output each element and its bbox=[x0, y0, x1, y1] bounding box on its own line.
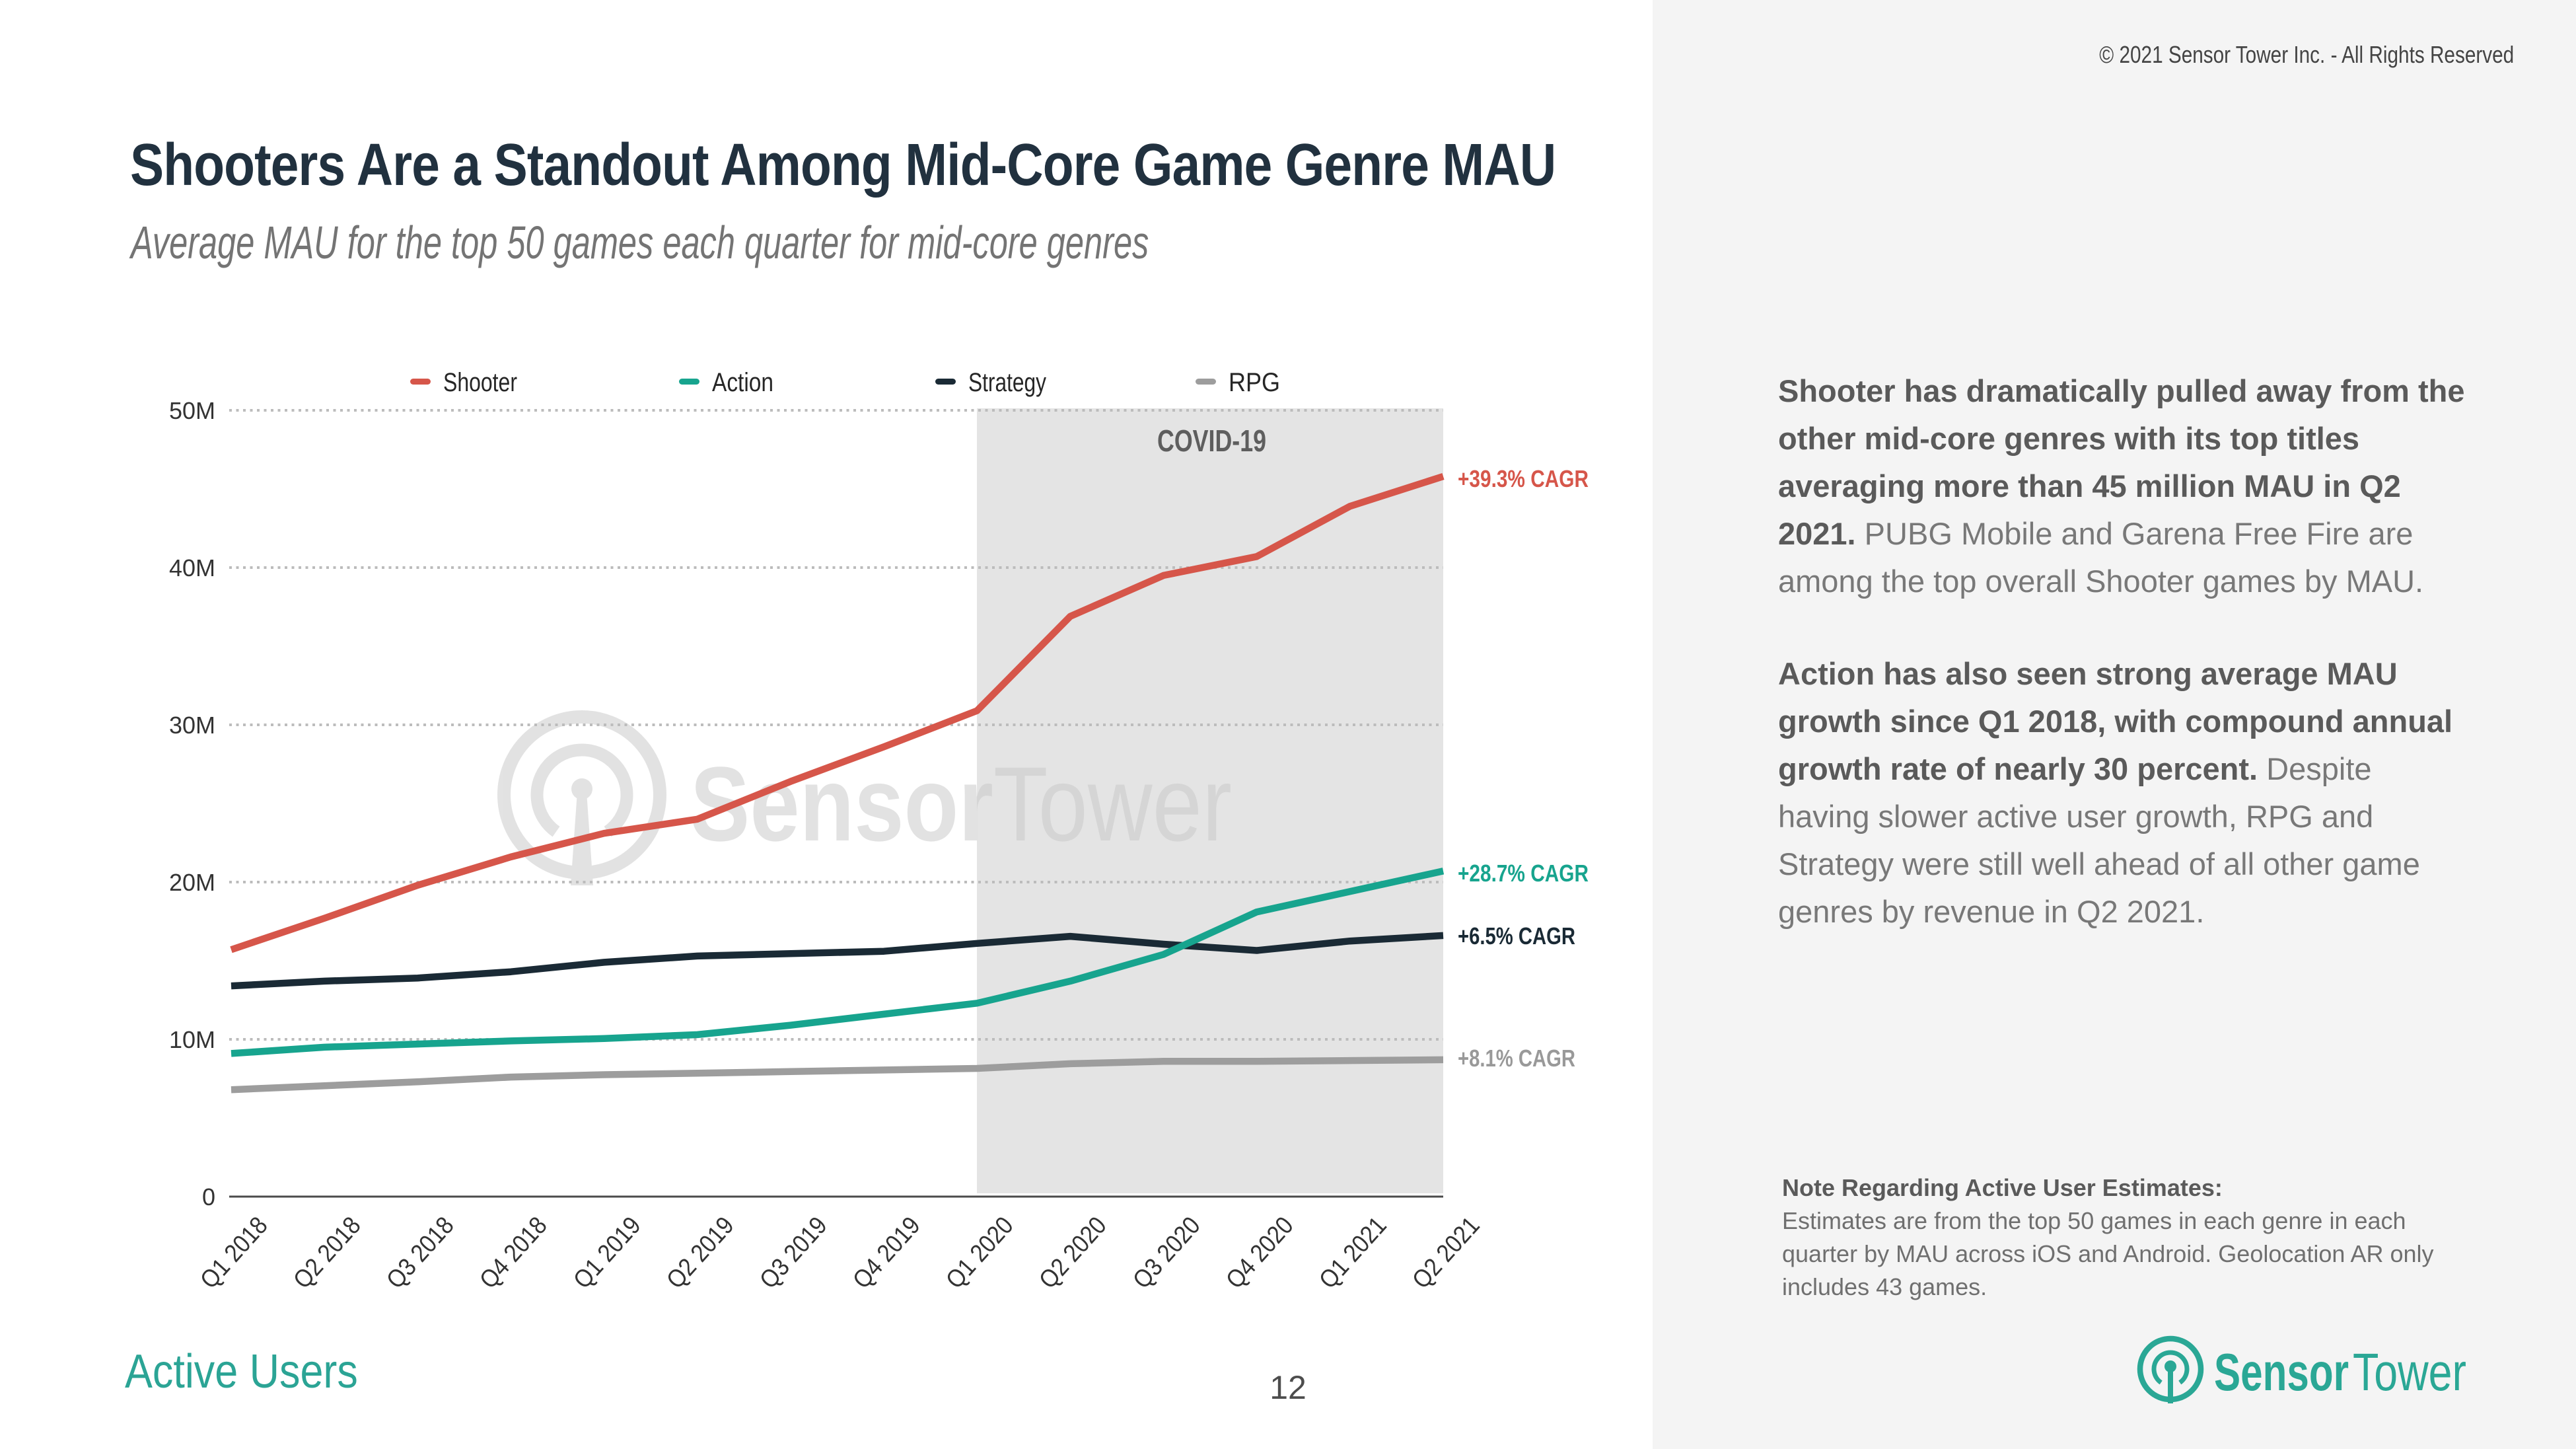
svg-text:+8.1% CAGR: +8.1% CAGR bbox=[1458, 1045, 1575, 1072]
svg-text:SensorTower: SensorTower bbox=[690, 745, 1232, 863]
svg-text:COVID-19: COVID-19 bbox=[1157, 424, 1266, 458]
svg-text:0: 0 bbox=[202, 1183, 215, 1210]
svg-text:+28.7% CAGR: +28.7% CAGR bbox=[1458, 860, 1589, 887]
svg-text:Q2 2020: Q2 2020 bbox=[1034, 1212, 1112, 1294]
svg-text:Q3 2020: Q3 2020 bbox=[1127, 1212, 1205, 1294]
svg-text:30M: 30M bbox=[169, 712, 215, 739]
svg-text:Tower: Tower bbox=[2353, 1343, 2466, 1401]
svg-text:40M: 40M bbox=[169, 554, 215, 581]
svg-text:Sensor: Sensor bbox=[2214, 1343, 2349, 1401]
svg-text:Shooter: Shooter bbox=[443, 368, 517, 397]
svg-text:Q1 2019: Q1 2019 bbox=[568, 1212, 646, 1294]
svg-text:20M: 20M bbox=[169, 869, 215, 896]
svg-text:Q4 2019: Q4 2019 bbox=[847, 1212, 925, 1294]
svg-text:Action: Action bbox=[712, 368, 773, 397]
svg-text:Q1 2020: Q1 2020 bbox=[941, 1212, 1019, 1294]
svg-text:Q4 2020: Q4 2020 bbox=[1221, 1212, 1299, 1294]
svg-text:Q2 2021: Q2 2021 bbox=[1407, 1212, 1485, 1294]
svg-text:Q3 2018: Q3 2018 bbox=[381, 1212, 459, 1294]
svg-text:Q4 2018: Q4 2018 bbox=[474, 1212, 552, 1294]
svg-text:+6.5% CAGR: +6.5% CAGR bbox=[1458, 922, 1575, 949]
svg-text:RPG: RPG bbox=[1229, 368, 1280, 397]
svg-text:Q1 2021: Q1 2021 bbox=[1314, 1212, 1392, 1294]
svg-text:50M: 50M bbox=[169, 397, 215, 424]
svg-text:10M: 10M bbox=[169, 1026, 215, 1053]
svg-text:Q2 2018: Q2 2018 bbox=[288, 1212, 366, 1294]
svg-text:Strategy: Strategy bbox=[968, 368, 1046, 397]
svg-text:Q3 2019: Q3 2019 bbox=[754, 1212, 832, 1294]
svg-text:+39.3% CAGR: +39.3% CAGR bbox=[1458, 465, 1589, 492]
svg-text:Q2 2019: Q2 2019 bbox=[661, 1212, 739, 1294]
svg-text:Q1 2018: Q1 2018 bbox=[195, 1212, 273, 1294]
